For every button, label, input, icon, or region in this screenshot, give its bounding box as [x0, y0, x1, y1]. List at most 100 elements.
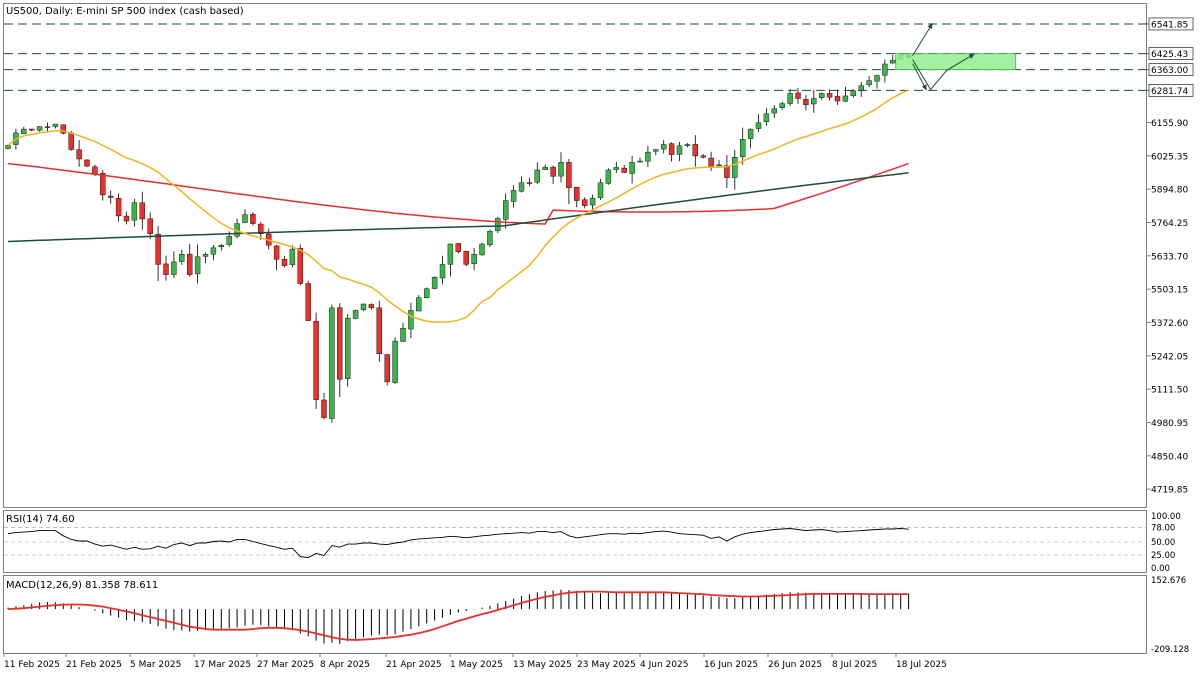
candle-down[interactable]: [76, 149, 82, 160]
candle-down[interactable]: [297, 248, 303, 284]
candle-down[interactable]: [550, 166, 556, 177]
candle-up[interactable]: [431, 277, 438, 289]
candle-down[interactable]: [186, 253, 193, 275]
candle-down[interactable]: [795, 92, 801, 99]
candle-up[interactable]: [890, 59, 896, 64]
candle-up[interactable]: [842, 95, 849, 102]
candle-up[interactable]: [503, 200, 509, 220]
candle-up[interactable]: [613, 167, 619, 170]
candle-up[interactable]: [424, 288, 430, 298]
candle-up[interactable]: [637, 160, 643, 163]
candle-up[interactable]: [202, 254, 209, 257]
candle-down[interactable]: [123, 215, 130, 222]
candle-up[interactable]: [629, 162, 635, 174]
candle-up[interactable]: [747, 128, 754, 139]
candle-up[interactable]: [479, 243, 485, 256]
candle-up[interactable]: [874, 75, 880, 82]
candle-up[interactable]: [416, 297, 422, 312]
candle-down[interactable]: [692, 143, 698, 157]
candle-up[interactable]: [740, 139, 746, 157]
ma-20-line[interactable]: [7, 89, 909, 323]
candle-up[interactable]: [471, 254, 477, 264]
candle-up[interactable]: [597, 182, 604, 199]
candle-up[interactable]: [36, 126, 43, 131]
candle-up[interactable]: [226, 236, 232, 245]
candle-up[interactable]: [653, 149, 659, 152]
candle-down[interactable]: [115, 197, 122, 217]
candle-up[interactable]: [882, 63, 888, 76]
candle-up[interactable]: [866, 80, 872, 85]
candle-down[interactable]: [163, 263, 169, 275]
candle-down[interactable]: [700, 155, 706, 158]
candle-up[interactable]: [518, 182, 525, 192]
candle-up[interactable]: [811, 98, 817, 105]
candle-up[interactable]: [732, 156, 738, 178]
candle-up[interactable]: [787, 93, 793, 104]
candle-down[interactable]: [139, 202, 146, 220]
candle-up[interactable]: [558, 162, 564, 177]
candle-up[interactable]: [5, 145, 11, 149]
candle-up[interactable]: [194, 256, 201, 275]
candle-down[interactable]: [68, 132, 74, 150]
candle-up[interactable]: [819, 93, 825, 98]
candle-down[interactable]: [92, 166, 98, 174]
candle-up[interactable]: [534, 169, 540, 183]
candle-up[interactable]: [542, 167, 548, 170]
candle-up[interactable]: [447, 243, 454, 265]
candle-up[interactable]: [755, 122, 762, 129]
candle-down[interactable]: [281, 258, 288, 266]
candle-down[interactable]: [803, 99, 809, 106]
candle-down[interactable]: [313, 320, 319, 400]
candle-down[interactable]: [582, 199, 588, 206]
candle-up[interactable]: [400, 328, 406, 342]
projection-arrow-up[interactable]: [912, 22, 934, 56]
candle-down[interactable]: [84, 159, 90, 167]
candle-down[interactable]: [455, 243, 461, 252]
candle-down[interactable]: [258, 223, 264, 234]
candle-up[interactable]: [392, 340, 398, 383]
candle-up[interactable]: [408, 310, 414, 330]
candle-up[interactable]: [242, 214, 248, 223]
macd-signal-line[interactable]: [7, 590, 909, 641]
candle-down[interactable]: [100, 172, 106, 196]
candle-up[interactable]: [487, 231, 493, 246]
candle-up[interactable]: [763, 113, 770, 123]
candle-down[interactable]: [250, 213, 256, 224]
candle-up[interactable]: [21, 128, 27, 135]
candle-up[interactable]: [360, 303, 367, 310]
candle-down[interactable]: [337, 307, 343, 380]
candle-down[interactable]: [574, 186, 580, 201]
candle-up[interactable]: [329, 307, 335, 419]
ma-100-line[interactable]: [7, 162, 909, 225]
candle-down[interactable]: [44, 126, 51, 128]
candle-down[interactable]: [724, 165, 730, 178]
candle-up[interactable]: [210, 247, 217, 255]
candle-up[interactable]: [218, 245, 225, 248]
rsi-line[interactable]: [7, 528, 909, 559]
candle-down[interactable]: [384, 354, 390, 383]
candle-up[interactable]: [352, 310, 359, 319]
candle-up[interactable]: [684, 144, 691, 146]
candle-down[interactable]: [834, 96, 841, 102]
candle-up[interactable]: [510, 190, 517, 202]
candle-down[interactable]: [621, 167, 627, 173]
ma-200-line[interactable]: [7, 172, 909, 243]
candle-down[interactable]: [321, 399, 327, 418]
candle-down[interactable]: [273, 245, 280, 260]
candle-up[interactable]: [131, 202, 138, 221]
candle-up[interactable]: [52, 123, 59, 127]
candle-down[interactable]: [668, 143, 675, 155]
candle-down[interactable]: [147, 218, 153, 234]
candle-up[interactable]: [850, 90, 856, 96]
candle-up[interactable]: [345, 317, 351, 379]
candle-up[interactable]: [605, 169, 612, 184]
candle-up[interactable]: [779, 103, 785, 108]
candle-up[interactable]: [645, 151, 651, 162]
candle-down[interactable]: [368, 304, 375, 309]
target-zone[interactable]: [895, 53, 1017, 71]
candle-up[interactable]: [289, 248, 296, 265]
candle-down[interactable]: [155, 233, 161, 265]
candle-down[interactable]: [566, 162, 572, 189]
projection-arrow-zigzag[interactable]: [912, 53, 975, 91]
